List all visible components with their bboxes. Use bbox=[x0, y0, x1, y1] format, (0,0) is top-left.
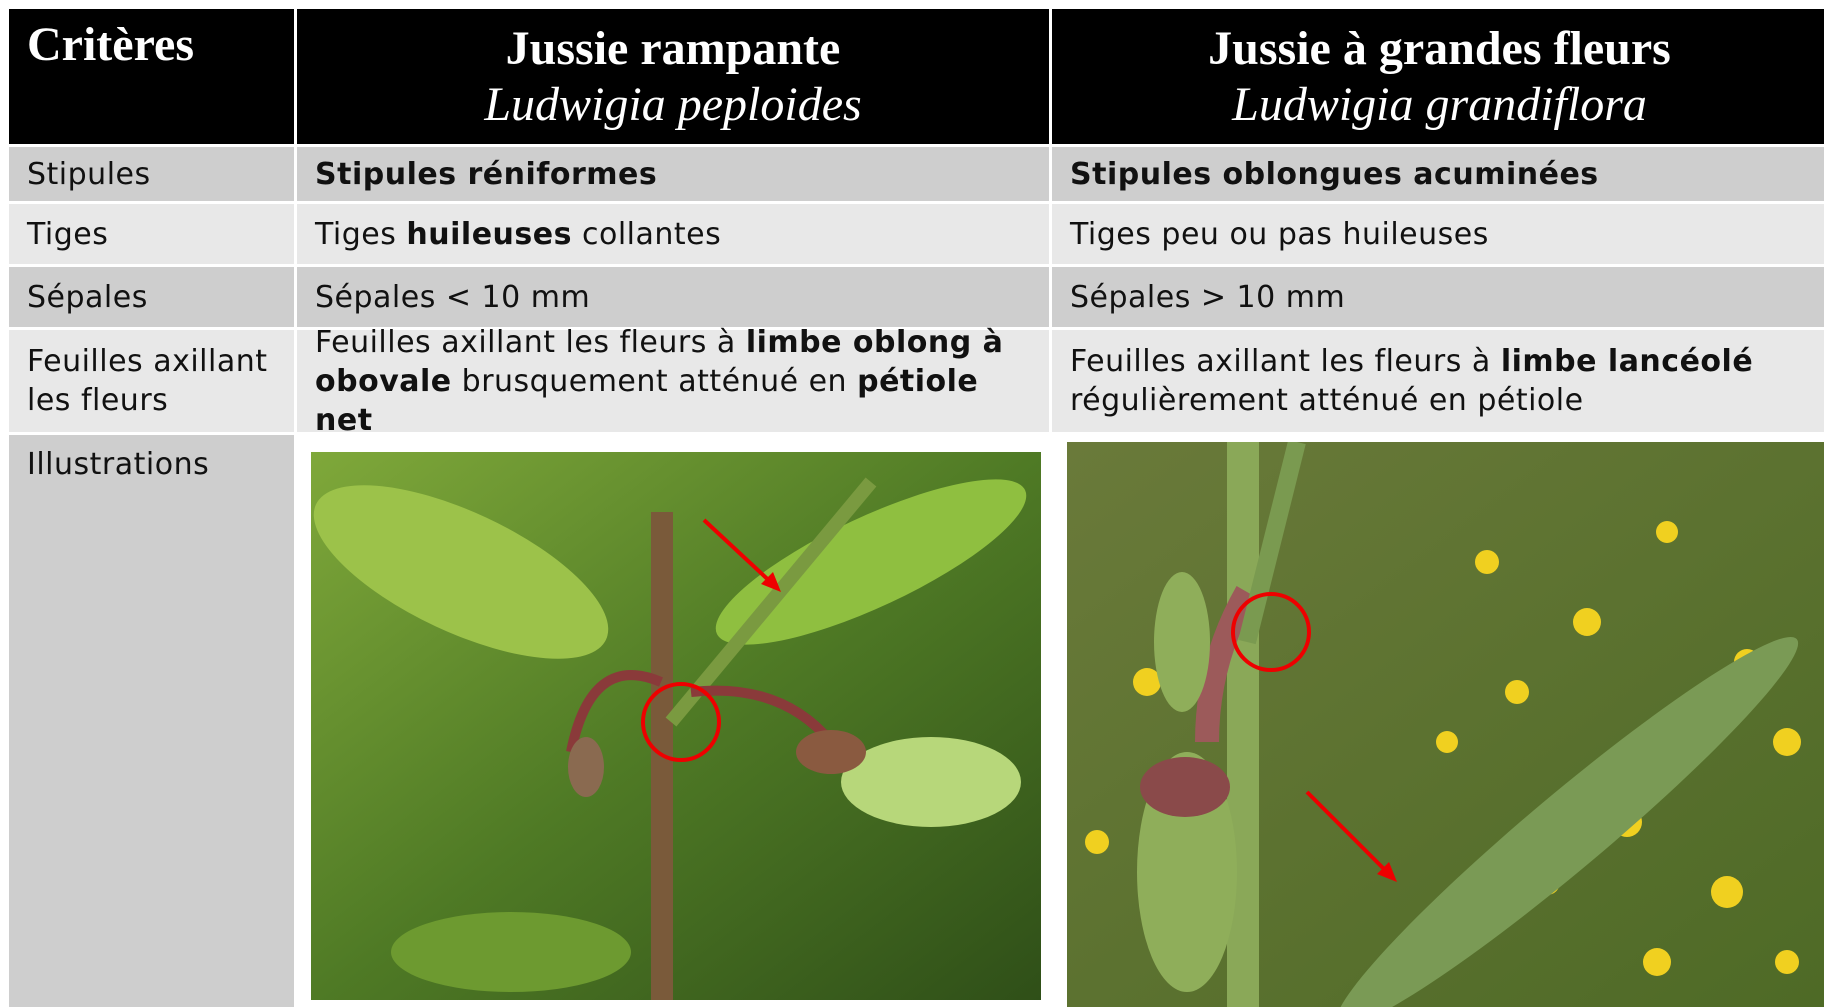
cell-text: Feuilles axillant les fleurs à limbe lan… bbox=[1070, 342, 1809, 420]
species-name: Jussie à grandes fleurs bbox=[1208, 21, 1671, 75]
header-cell: Critères bbox=[9, 9, 294, 144]
row-cell: Sépales > 10 mm bbox=[1052, 267, 1824, 327]
criterion: Stipules bbox=[27, 156, 151, 192]
row-label: Illustrations bbox=[9, 435, 294, 1007]
row-cell: Sépales < 10 mm bbox=[297, 267, 1049, 327]
species-latin: Ludwigia peploides bbox=[484, 77, 862, 131]
cell-text: Feuilles axillant les fleurs à limbe obl… bbox=[315, 323, 1031, 440]
comparison-table: Critères Jussie rampante Ludwigia peploide… bbox=[9, 9, 1824, 1007]
bold-text: Stipules oblongues acuminées bbox=[1070, 156, 1599, 192]
text: Feuilles axillant les fleurs à bbox=[315, 324, 746, 360]
cell-text: Tiges huileuses collantes bbox=[315, 215, 721, 254]
row-cell: Feuilles axillant les fleurs à limbe obl… bbox=[297, 325, 1049, 438]
text: régulièrement atténué en pétiole bbox=[1070, 383, 1584, 418]
row-cell: Tiges huileuses collantes bbox=[297, 204, 1049, 264]
criterion: Tiges bbox=[27, 216, 109, 252]
text: Sépales > 10 mm bbox=[1070, 279, 1346, 315]
criterion: Sépales bbox=[27, 279, 148, 315]
photo-peploides bbox=[311, 452, 1041, 1000]
text: Tiges bbox=[315, 216, 407, 252]
species-latin: Ludwigia grandiflora bbox=[1232, 77, 1647, 131]
bold-text: pétiole net bbox=[315, 363, 979, 438]
text: collantes bbox=[571, 216, 722, 252]
cell-text: Sépales > 10 mm bbox=[1070, 278, 1345, 317]
row-cell: Stipules oblongues acuminées bbox=[1052, 147, 1824, 201]
cell-text: Stipules oblongues acuminées bbox=[1070, 155, 1599, 194]
species-name: Jussie rampante bbox=[505, 21, 841, 75]
bold-text: Stipules réniformes bbox=[315, 156, 658, 192]
photo-grandiflora bbox=[1067, 442, 1824, 1007]
row-label: Tiges bbox=[9, 204, 294, 264]
row-label: Feuilles axillant les fleurs bbox=[9, 330, 294, 432]
header-cell: Jussie à grandes fleurs Ludwigia grandifl… bbox=[1052, 9, 1824, 144]
bold-text: huileuses bbox=[406, 216, 572, 252]
row-cell: Tiges peu ou pas huileuses bbox=[1052, 204, 1824, 264]
header-cell: Jussie rampante Ludwigia peploides bbox=[297, 9, 1049, 144]
text: Sépales < 10 mm bbox=[315, 279, 591, 315]
text: Feuilles axillant les fleurs à bbox=[1070, 344, 1501, 379]
bold-text: limbe lancéolé bbox=[1500, 344, 1754, 379]
row-cell: Stipules réniformes bbox=[297, 147, 1049, 201]
header-label: Critères bbox=[27, 18, 195, 71]
text: Tiges peu ou pas huileuses bbox=[1070, 216, 1489, 252]
bold-text: limbe oblong à obovale bbox=[315, 324, 1004, 399]
criterion: Feuilles axillant les fleurs bbox=[27, 344, 268, 418]
cell-text: Sépales < 10 mm bbox=[315, 278, 590, 317]
cell-text: Stipules réniformes bbox=[315, 155, 657, 194]
row-cell: Feuilles axillant les fleurs à limbe lan… bbox=[1052, 330, 1824, 432]
row-label: Sépales bbox=[9, 267, 294, 327]
text: brusquement atténué en bbox=[451, 363, 858, 399]
criterion: Illustrations bbox=[27, 447, 210, 482]
row-label: Stipules bbox=[9, 147, 294, 201]
cell-text: Tiges peu ou pas huileuses bbox=[1070, 215, 1489, 254]
